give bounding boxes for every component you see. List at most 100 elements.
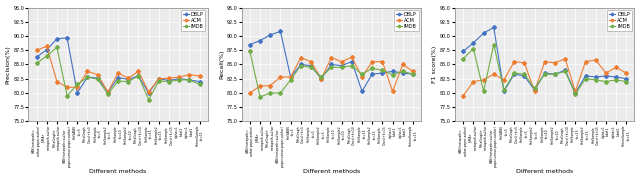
Line: ACM: ACM (462, 57, 628, 97)
IMDB (134, 75, 142, 77)
Y-axis label: F1 score(%): F1 score(%) (432, 46, 437, 83)
DBLP (572, 92, 579, 94)
IMDB (307, 66, 315, 68)
IMDB (74, 83, 81, 86)
DBLP (287, 76, 294, 78)
ACM (328, 57, 335, 59)
DBLP (399, 72, 406, 74)
IMDB (297, 65, 305, 67)
ACM (520, 62, 528, 64)
IMDB (531, 87, 538, 89)
DBLP (541, 72, 548, 74)
DBLP (53, 38, 61, 40)
ACM (490, 73, 498, 75)
DBLP (256, 39, 264, 42)
ACM (94, 74, 102, 76)
IMDB (165, 80, 173, 83)
DBLP (551, 73, 559, 75)
ACM (480, 79, 488, 81)
ACM (246, 92, 253, 94)
Line: IMDB: IMDB (248, 50, 414, 98)
ACM (470, 80, 477, 83)
DBLP (186, 79, 193, 81)
DBLP (175, 78, 183, 80)
IMDB (266, 92, 274, 94)
IMDB (378, 69, 386, 71)
DBLP (358, 90, 366, 92)
ACM (114, 72, 122, 74)
IMDB (256, 96, 264, 98)
IMDB (348, 65, 356, 67)
DBLP (592, 76, 600, 78)
ACM (186, 74, 193, 76)
ACM (196, 75, 204, 77)
ACM (551, 62, 559, 64)
ACM (155, 78, 163, 80)
ACM (307, 61, 315, 63)
IMDB (612, 79, 620, 81)
ACM (297, 57, 305, 59)
IMDB (388, 74, 396, 76)
DBLP (500, 90, 508, 92)
DBLP (460, 50, 467, 53)
Y-axis label: Precision(%): Precision(%) (6, 45, 10, 84)
ACM (572, 90, 579, 92)
ACM (104, 91, 112, 93)
IMDB (369, 67, 376, 69)
ACM (623, 72, 630, 74)
DBLP (612, 76, 620, 78)
IMDB (33, 62, 40, 64)
DBLP (63, 37, 71, 39)
ACM (500, 79, 508, 81)
IMDB (317, 76, 325, 78)
Line: DBLP: DBLP (35, 36, 201, 94)
Legend: DBLP, ACM, IMDB: DBLP, ACM, IMDB (181, 10, 205, 31)
IMDB (551, 73, 559, 75)
IMDB (186, 79, 193, 81)
IMDB (399, 70, 406, 72)
Line: DBLP: DBLP (462, 26, 628, 94)
DBLP (510, 73, 518, 75)
DBLP (155, 78, 163, 80)
DBLP (582, 75, 589, 77)
ACM (358, 76, 366, 78)
DBLP (470, 42, 477, 44)
DBLP (145, 92, 152, 94)
IMDB (246, 50, 253, 53)
DBLP (388, 70, 396, 72)
DBLP (490, 26, 498, 29)
ACM (561, 58, 569, 60)
Legend: DBLP, ACM, IMDB: DBLP, ACM, IMDB (607, 10, 632, 31)
ACM (124, 77, 132, 79)
ACM (388, 90, 396, 92)
ACM (592, 59, 600, 61)
ACM (53, 80, 61, 83)
ACM (612, 66, 620, 68)
IMDB (104, 93, 112, 95)
IMDB (510, 72, 518, 74)
ACM (134, 70, 142, 72)
DBLP (104, 91, 112, 93)
DBLP (297, 63, 305, 66)
ACM (74, 86, 81, 88)
IMDB (582, 78, 589, 80)
ACM (287, 76, 294, 78)
IMDB (520, 73, 528, 75)
IMDB (63, 95, 71, 97)
X-axis label: Different methods: Different methods (516, 169, 573, 174)
IMDB (592, 79, 600, 81)
DBLP (317, 78, 325, 80)
IMDB (84, 76, 92, 78)
DBLP (114, 76, 122, 79)
ACM (541, 61, 548, 63)
DBLP (369, 73, 376, 75)
DBLP (43, 49, 51, 51)
IMDB (358, 73, 366, 75)
IMDB (561, 70, 569, 72)
Line: ACM: ACM (35, 45, 201, 93)
IMDB (287, 79, 294, 81)
DBLP (84, 76, 92, 78)
X-axis label: Different methods: Different methods (303, 169, 360, 174)
IMDB (53, 46, 61, 48)
DBLP (266, 34, 274, 36)
